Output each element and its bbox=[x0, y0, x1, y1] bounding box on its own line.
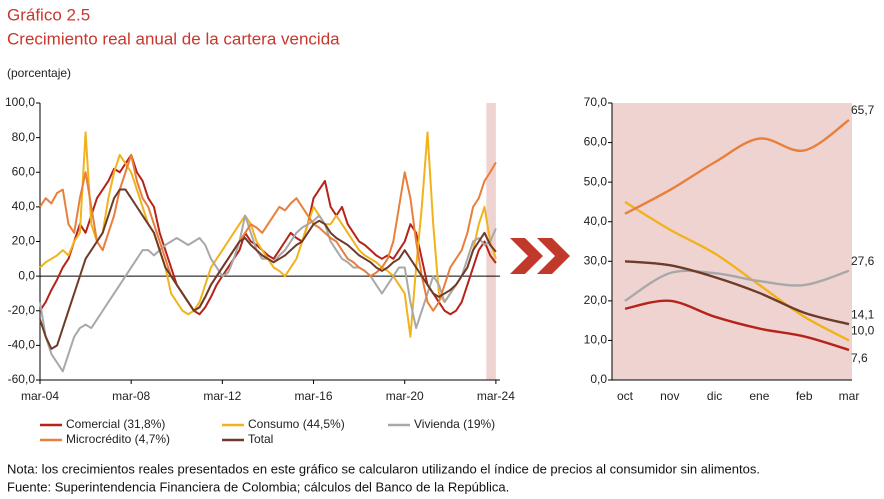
series-line bbox=[624, 119, 850, 215]
y-tick-label: 30,0 bbox=[584, 253, 608, 267]
series-line bbox=[624, 269, 850, 302]
y-tick-label: 60,0 bbox=[584, 135, 608, 149]
series-line bbox=[39, 153, 497, 312]
chart-label: Gráfico 2.5 bbox=[7, 5, 90, 24]
chevron bbox=[510, 238, 543, 274]
x-tick-label: oct bbox=[617, 389, 634, 403]
y-axis-label: (porcentaje) bbox=[7, 66, 71, 80]
y-tick-label: 80,0 bbox=[12, 130, 36, 144]
x-tick-label: mar bbox=[839, 389, 860, 403]
y-tick-label: 10,0 bbox=[584, 333, 608, 347]
y-tick-label: 70,0 bbox=[584, 95, 608, 109]
source: Fuente: Superintendencia Financiera de C… bbox=[7, 479, 509, 494]
series-line bbox=[39, 214, 497, 373]
legend-label: Microcrédito (4,7%) bbox=[66, 432, 170, 446]
chevron bbox=[537, 238, 570, 274]
legend-label: Comercial (31,8%) bbox=[66, 417, 165, 431]
y-tick-label: 60,0 bbox=[12, 164, 36, 178]
value-label: 14,1 bbox=[851, 307, 875, 321]
x-tick-label: nov bbox=[660, 389, 679, 403]
series-line bbox=[624, 260, 850, 326]
y-tick-label: -20,0 bbox=[8, 303, 36, 317]
y-tick-label: 100,0 bbox=[5, 95, 35, 109]
y-tick-label: 0,0 bbox=[18, 268, 35, 282]
legend-label: Consumo (44,5%) bbox=[248, 417, 345, 431]
note: Nota: los crecimientos reales presentado… bbox=[7, 461, 760, 476]
x-tick-label: mar-04 bbox=[21, 389, 59, 403]
x-tick-label: dic bbox=[707, 389, 722, 403]
x-tick-label: mar-16 bbox=[295, 389, 333, 403]
plot-background bbox=[612, 103, 852, 380]
value-label: 65,7 bbox=[851, 103, 875, 117]
y-tick-label: 40,0 bbox=[12, 199, 36, 213]
y-tick-label: -60,0 bbox=[8, 372, 36, 386]
chart-title: Crecimiento real anual de la cartera ven… bbox=[7, 29, 340, 48]
series-line bbox=[39, 153, 497, 316]
y-tick-label: -40,0 bbox=[8, 338, 36, 352]
x-tick-label: mar-24 bbox=[477, 389, 515, 403]
arrow bbox=[510, 238, 570, 274]
y-tick-label: 40,0 bbox=[584, 214, 608, 228]
x-tick-label: feb bbox=[796, 389, 813, 403]
y-tick-label: 50,0 bbox=[584, 174, 608, 188]
x-tick-label: mar-08 bbox=[112, 389, 150, 403]
x-tick-label: ene bbox=[749, 389, 769, 403]
y-tick-label: 20,0 bbox=[12, 234, 36, 248]
x-tick-label: mar-12 bbox=[203, 389, 241, 403]
value-label: 10,0 bbox=[851, 324, 875, 338]
legend-label: Vivienda (19%) bbox=[414, 417, 495, 431]
series-line bbox=[39, 188, 497, 350]
value-label: 7,6 bbox=[851, 351, 868, 365]
series-line bbox=[624, 299, 850, 352]
y-tick-label: 0,0 bbox=[590, 372, 607, 386]
x-tick-label: mar-20 bbox=[386, 389, 424, 403]
value-label: 27,6 bbox=[851, 254, 875, 268]
series-line bbox=[624, 200, 850, 342]
legend-label: Total bbox=[248, 432, 273, 446]
y-tick-label: 20,0 bbox=[584, 293, 608, 307]
